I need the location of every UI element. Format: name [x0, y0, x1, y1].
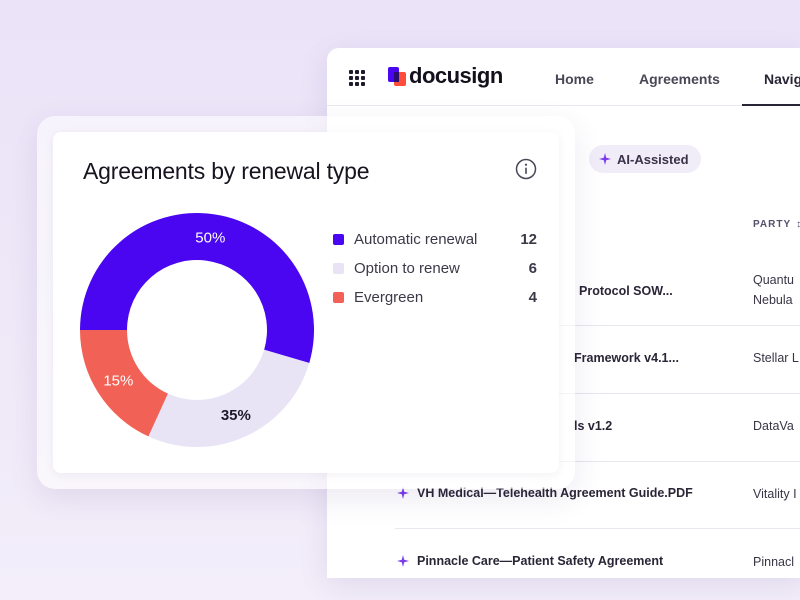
- row-title-text: Framework v4.1...: [574, 351, 679, 365]
- party-column-header[interactable]: PARTY ↕: [753, 219, 800, 230]
- table-row-party: Vitality I: [753, 487, 797, 501]
- card-title: Agreements by renewal type: [83, 158, 370, 184]
- row-title-text: ls v1.2: [574, 419, 613, 433]
- renewal-type-chart-card: Agreements by renewal type 50% 35% 15% Aut…: [53, 132, 559, 473]
- table-row-party: Stellar L: [753, 351, 799, 365]
- active-tab-indicator: [742, 104, 800, 106]
- row-title-text: Protocol SOW...: [579, 284, 673, 298]
- legend-item-evergreen[interactable]: Evergreen 4: [333, 286, 537, 308]
- legend-swatch: [333, 233, 344, 245]
- legend-value: 6: [528, 259, 537, 277]
- row-divider: [395, 393, 800, 394]
- renewal-donut-chart: 50% 35% 15%: [80, 213, 314, 447]
- legend-value: 4: [528, 288, 537, 306]
- sort-icon[interactable]: ↕: [796, 219, 800, 230]
- table-row-title[interactable]: VH Medical—Telehealth Agreement Guide.PD…: [397, 486, 693, 500]
- info-icon[interactable]: [515, 158, 537, 180]
- row-title-text: Pinnacle Care—Patient Safety Agreement: [417, 554, 664, 568]
- table-row-title[interactable]: ls v1.2: [574, 419, 612, 433]
- nav-home[interactable]: Home: [555, 71, 594, 87]
- ai-sparkle-icon: [397, 487, 409, 499]
- sparkle-icon: [599, 153, 611, 165]
- legend-value: 12: [520, 230, 537, 248]
- ai-sparkle-icon: [397, 555, 409, 567]
- table-row-party: DataVa: [753, 419, 794, 433]
- top-navigation-bar: docusign Home Agreements Navig: [327, 48, 800, 106]
- row-divider: [395, 461, 800, 462]
- row-title-text: VH Medical—Telehealth Agreement Guide.PD…: [417, 486, 693, 500]
- brand-name: docusign: [409, 63, 503, 88]
- row-divider: [395, 528, 800, 529]
- ai-chip-label: AI-Assisted: [617, 151, 689, 167]
- slice-label-option-to-renew: 35%: [221, 407, 251, 424]
- app-launcher-icon[interactable]: [349, 70, 365, 86]
- legend-label: Option to renew: [354, 259, 460, 277]
- legend-label: Automatic renewal: [354, 230, 478, 248]
- table-row-party: Pinnacl: [753, 555, 794, 569]
- ai-assisted-filter-chip[interactable]: AI-Assisted: [589, 145, 701, 173]
- table-row-title[interactable]: Protocol SOW...: [579, 284, 673, 298]
- row-divider: [395, 325, 800, 326]
- party-header-label: PARTY: [753, 219, 792, 230]
- legend-swatch: [333, 291, 344, 303]
- slice-label-evergreen: 15%: [103, 373, 133, 390]
- slice-label-automatic-renewal: 50%: [195, 229, 225, 246]
- legend-swatch: [333, 262, 344, 274]
- table-row-title[interactable]: Framework v4.1...: [574, 351, 679, 365]
- legend-item-option-to-renew[interactable]: Option to renew 6: [333, 257, 537, 279]
- donut-slice-option-to-renew[interactable]: [148, 349, 310, 447]
- legend-item-automatic-renewal[interactable]: Automatic renewal 12: [333, 228, 537, 250]
- nav-agreements[interactable]: Agreements: [639, 71, 720, 87]
- table-row-party: Quantu Nebula: [753, 273, 795, 307]
- donut-slice-evergreen[interactable]: [80, 330, 168, 437]
- nav-navigator[interactable]: Navig: [764, 71, 800, 87]
- legend-label: Evergreen: [354, 288, 424, 306]
- table-row-title[interactable]: Pinnacle Care—Patient Safety Agreement: [397, 554, 663, 568]
- donut-slice-automatic-renewal[interactable]: [80, 213, 314, 363]
- docusign-logo-icon: [388, 67, 406, 86]
